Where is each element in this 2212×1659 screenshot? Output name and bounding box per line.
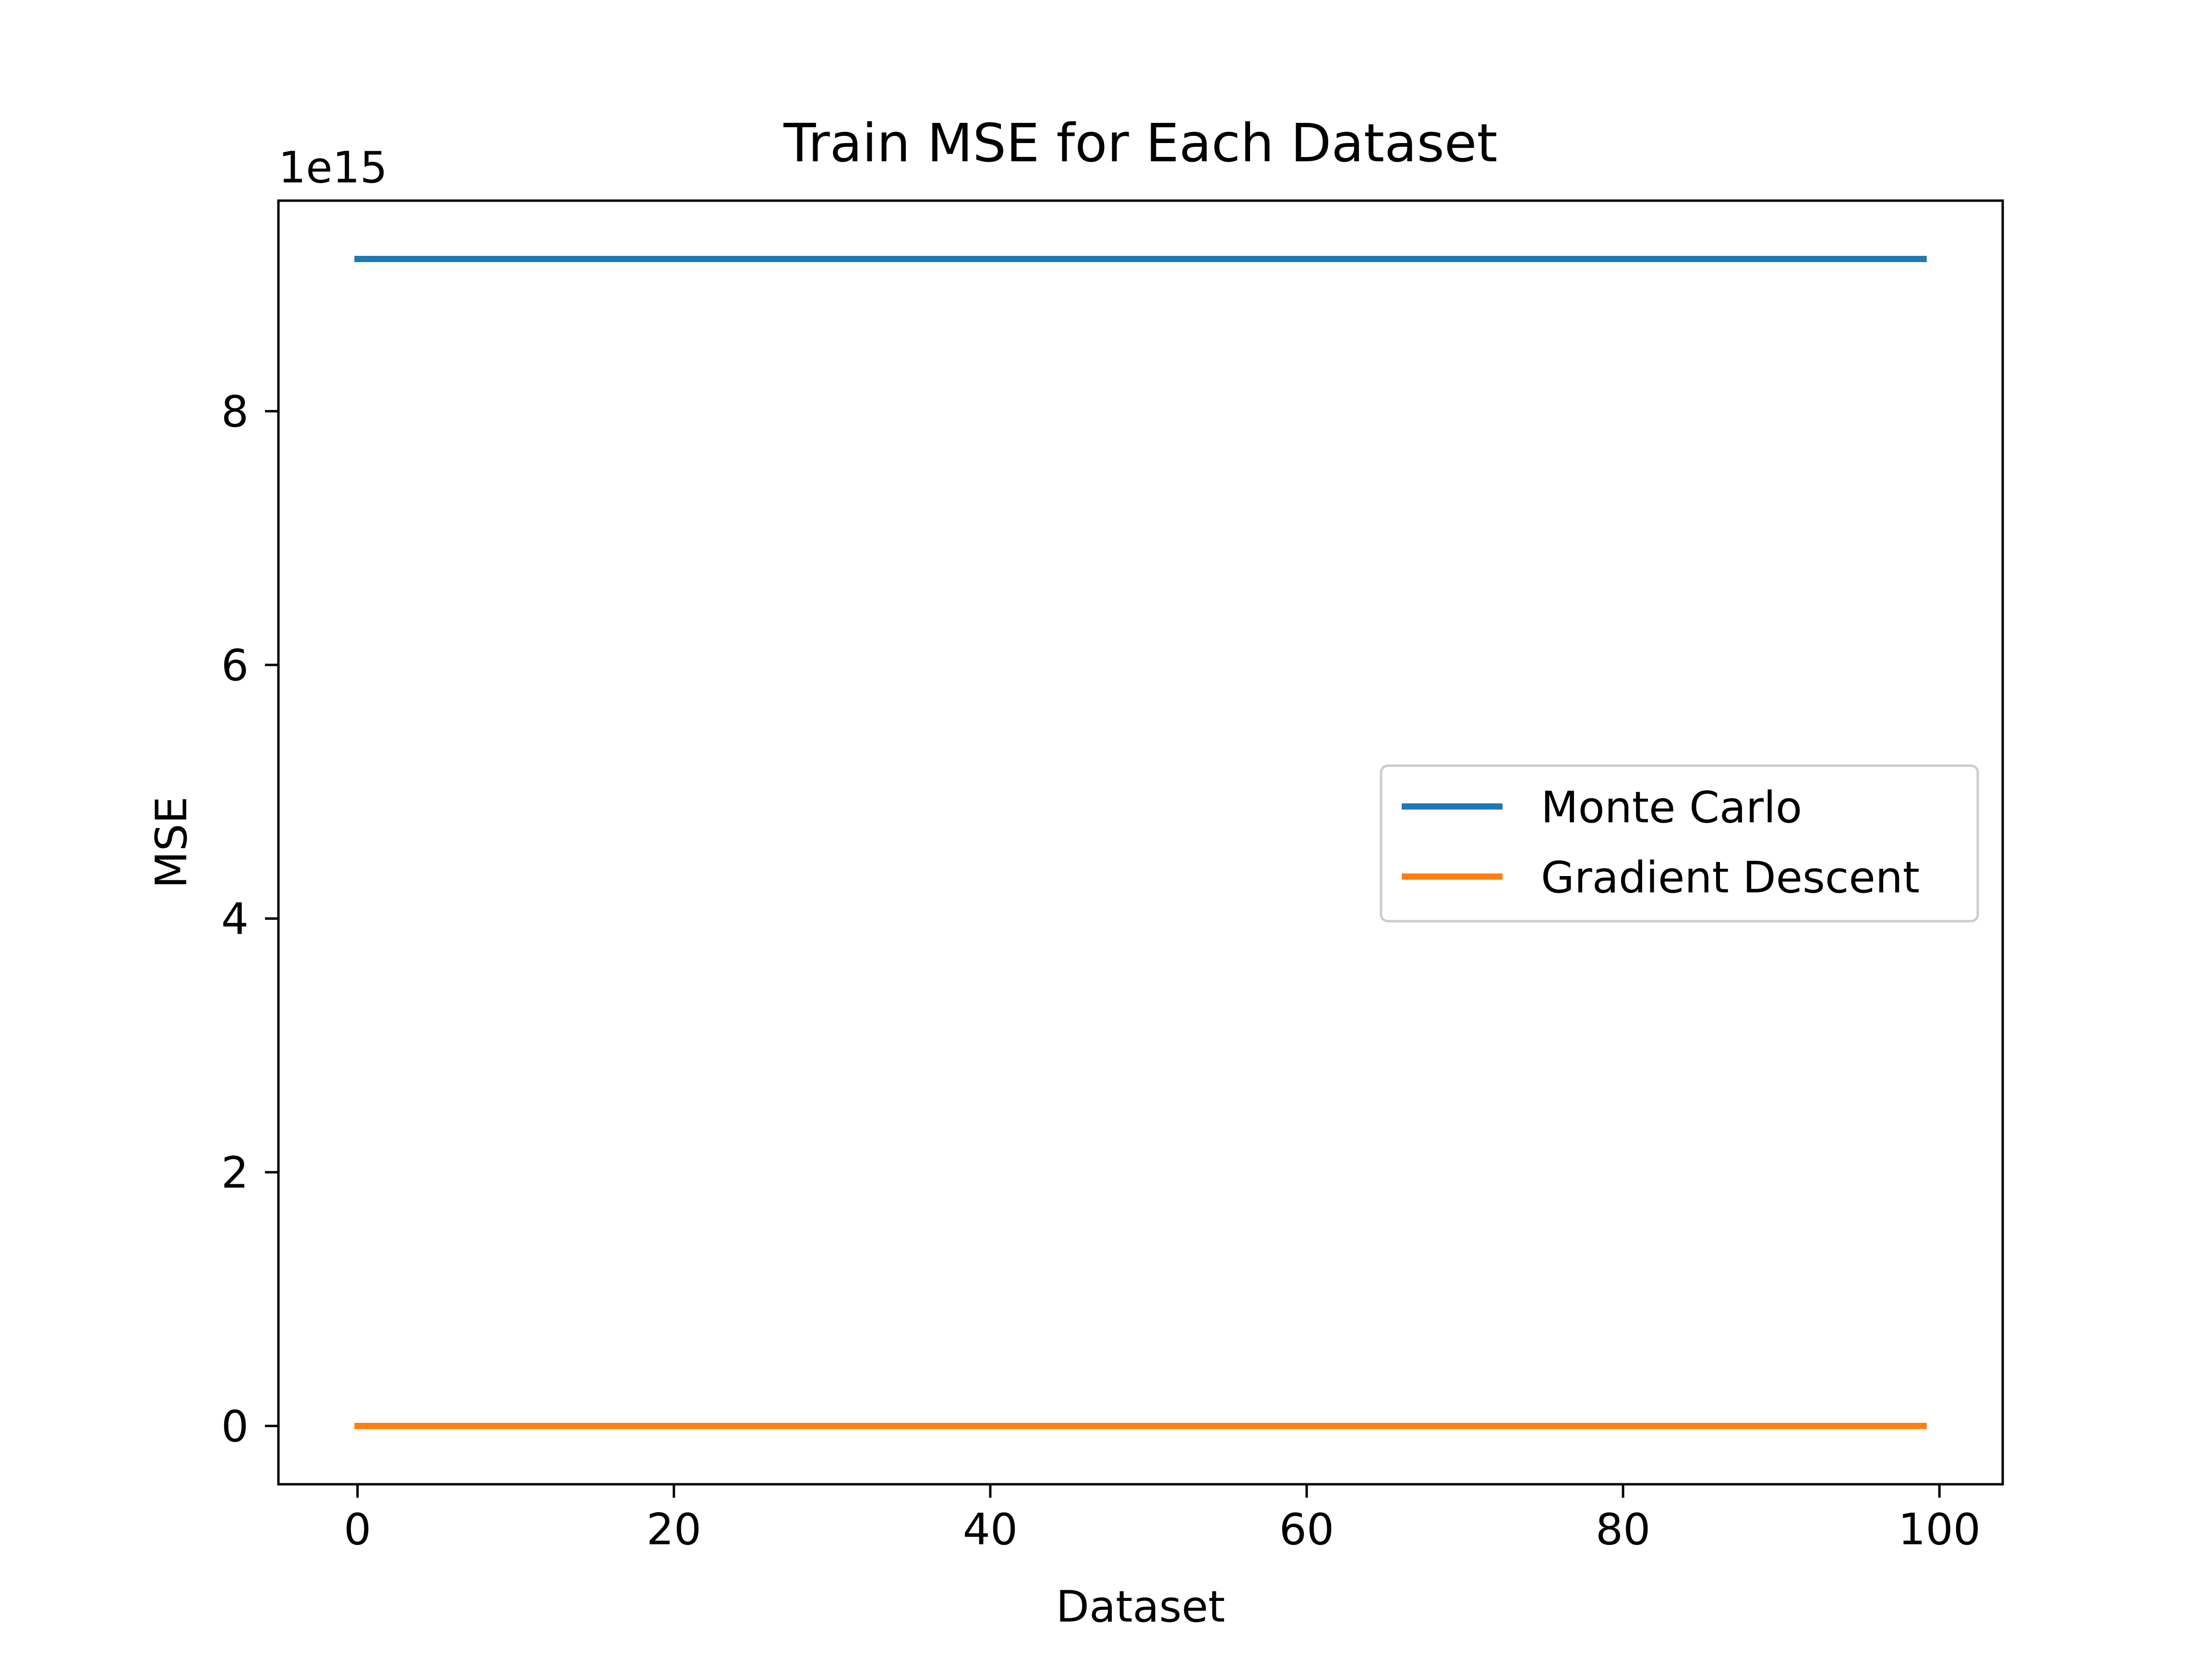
legend: Monte Carlo Gradient Descent	[1380, 764, 1979, 923]
series-layer	[354, 256, 1927, 1429]
y-axis: 0 2 4 6 8	[221, 387, 278, 1452]
legend-label-0: Monte Carlo	[1541, 782, 1802, 833]
y-axis-label: MSE	[146, 796, 197, 889]
y-tick-label: 8	[221, 387, 249, 437]
x-axis: 0 20 40 60 80 100	[344, 1484, 1981, 1555]
legend-entries: Monte Carlo Gradient Descent	[1402, 782, 1920, 903]
x-tick-label: 20	[647, 1504, 702, 1555]
x-axis-label: Dataset	[1056, 1582, 1225, 1632]
y-tick-label: 2	[221, 1148, 249, 1198]
legend-frame	[1380, 764, 1979, 923]
y-tick-label: 6	[221, 640, 249, 691]
x-tick-label: 0	[344, 1504, 371, 1555]
x-tick-label: 100	[1898, 1504, 1981, 1555]
y-tick-label: 0	[221, 1401, 249, 1452]
y-tick-label: 4	[221, 894, 249, 945]
x-tick-label: 80	[1596, 1504, 1651, 1555]
plot-frame	[277, 199, 2004, 1486]
y-axis-offset-label: 1e15	[278, 143, 387, 193]
chart-title: Train MSE for Each Dataset	[783, 112, 1497, 174]
legend-label-1: Gradient Descent	[1541, 853, 1920, 903]
x-tick-label: 60	[1279, 1504, 1334, 1555]
x-tick-label: 40	[963, 1504, 1018, 1555]
